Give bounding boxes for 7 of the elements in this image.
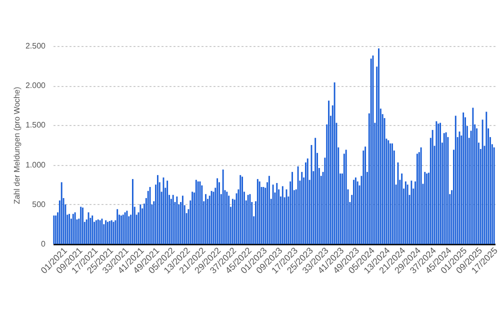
y-tick-label: 2.000: [25, 81, 46, 90]
y-tick-label: 1.500: [25, 120, 46, 130]
y-tick-label: 0: [41, 240, 46, 248]
y-tick-label: 500: [32, 200, 46, 209]
y-axis-title: Zahl der Meldungen (pro Woche): [12, 86, 22, 204]
y-tick-label: 2.500: [25, 42, 46, 50]
y-tick-label: 1.000: [25, 160, 46, 170]
